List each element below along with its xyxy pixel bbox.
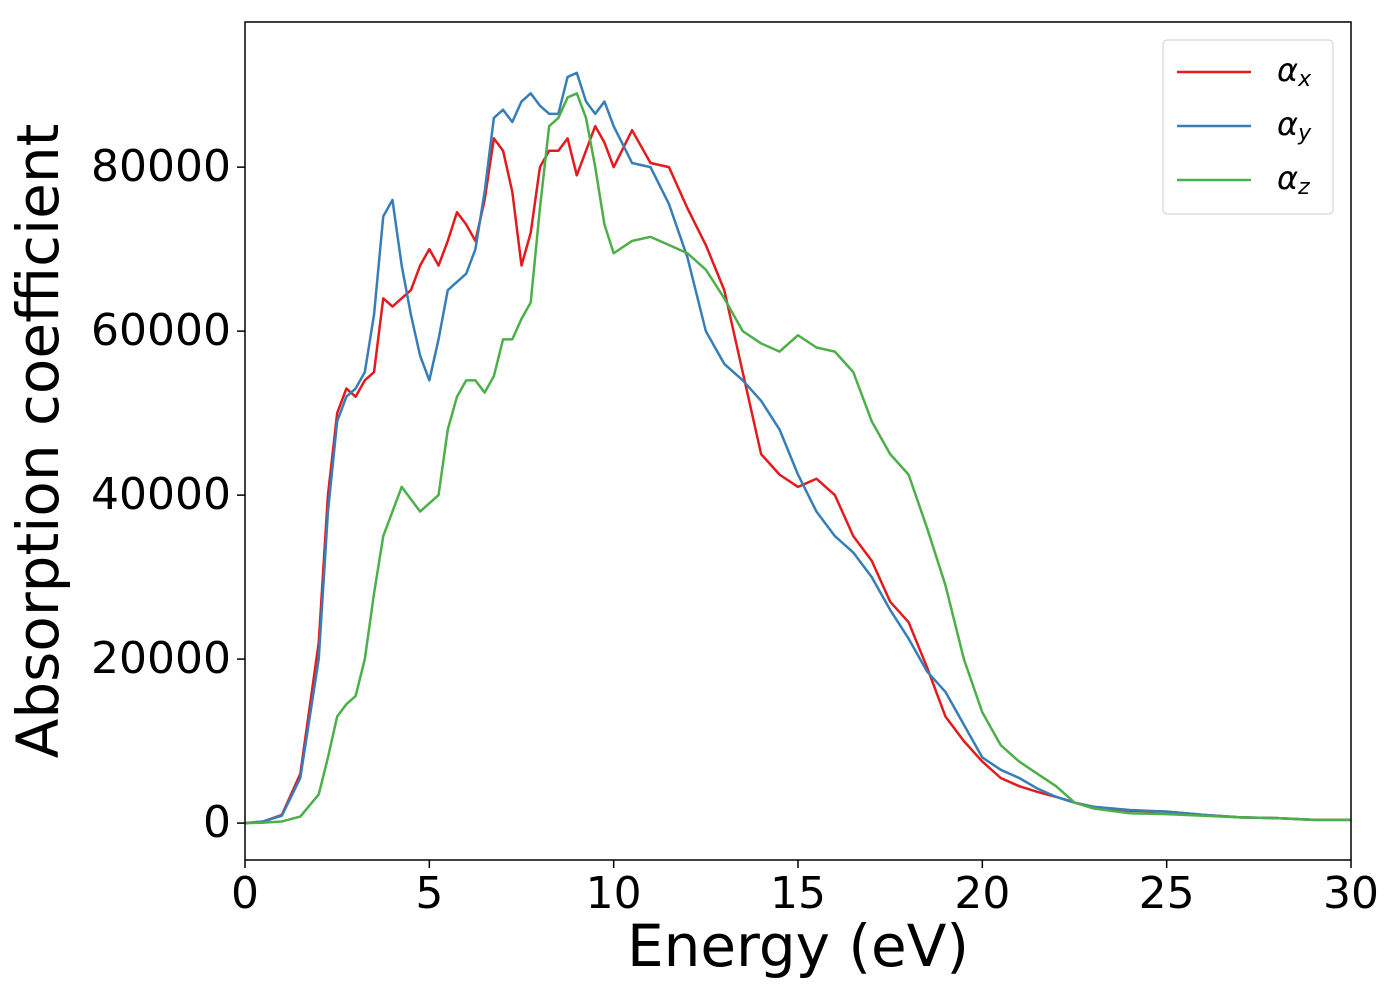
data-line <box>244 71 1351 825</box>
y-tick-label: 20000 <box>91 633 231 684</box>
y-axis-label: Absorption coefficient <box>4 124 72 759</box>
legend-label: αz <box>1277 159 1310 200</box>
plot-frame <box>244 21 1352 861</box>
legend-label: αx <box>1277 51 1312 92</box>
y-tick-label: 0 <box>203 797 231 848</box>
x-tick-label: 0 <box>231 868 259 919</box>
y-tick-label: 60000 <box>91 305 231 356</box>
x-tick-label: 30 <box>1323 868 1379 919</box>
y-tick-label: 80000 <box>91 141 231 192</box>
data-line <box>244 92 1351 825</box>
y-tick-label: 40000 <box>91 469 231 520</box>
legend-label: αy <box>1277 105 1312 146</box>
x-tick-label: 15 <box>770 868 826 919</box>
x-tick-label: 20 <box>954 868 1010 919</box>
x-axis-label: Energy (eV) <box>627 912 969 980</box>
x-tick-label: 25 <box>1139 868 1195 919</box>
x-tick-label: 5 <box>415 868 443 919</box>
data-line <box>244 124 1351 825</box>
x-tick-label: 10 <box>586 868 642 919</box>
